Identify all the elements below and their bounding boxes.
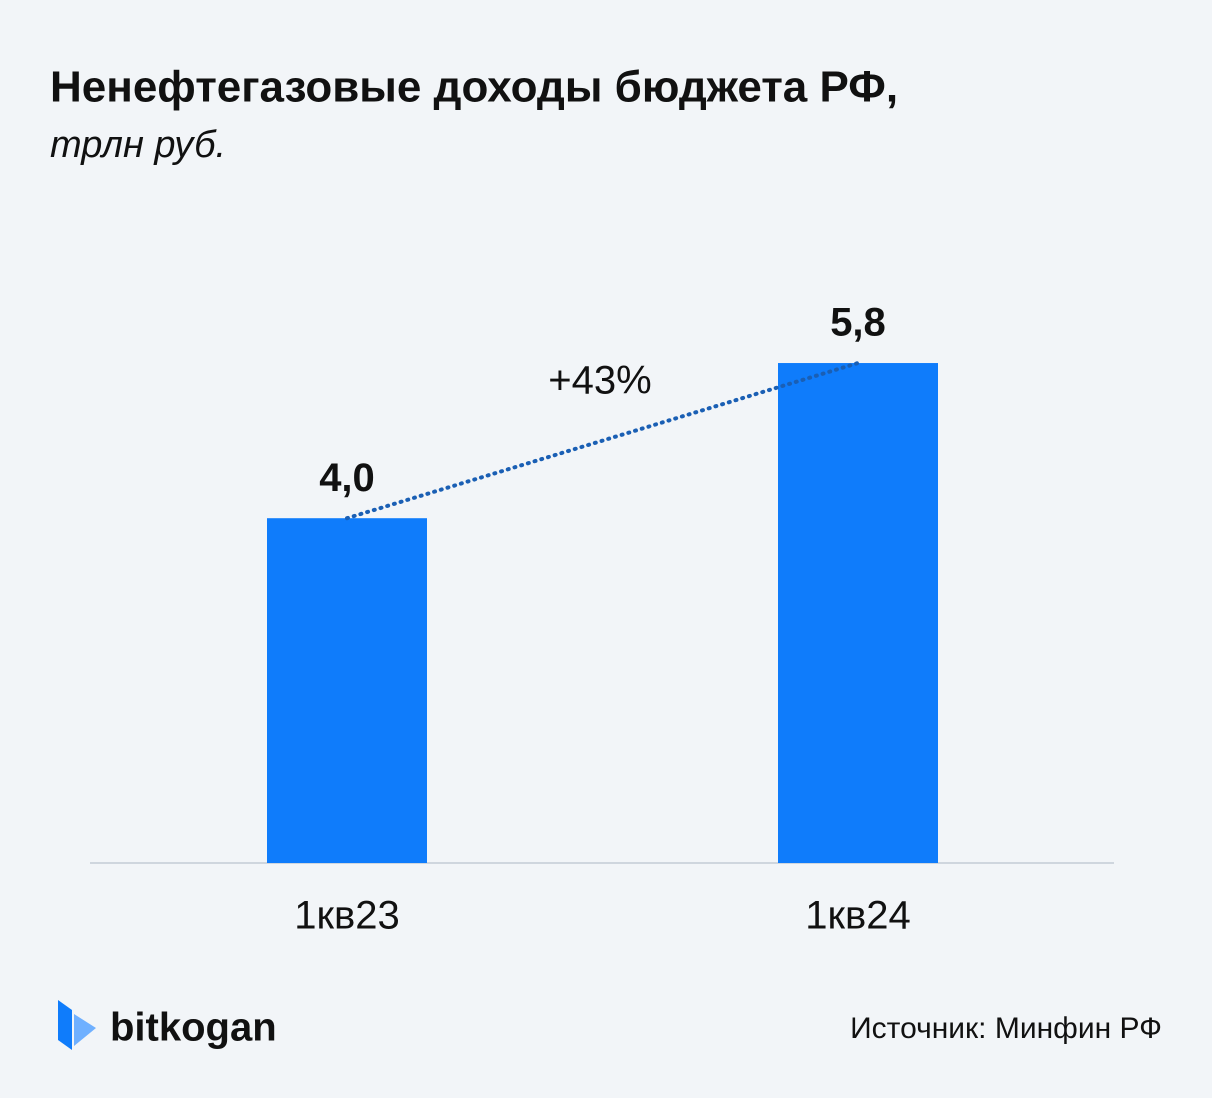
logo-icon	[74, 1014, 96, 1046]
logo-icon	[58, 1000, 72, 1050]
chart-subtitle: трлн руб.	[50, 124, 226, 166]
value-label: 5,8	[830, 301, 886, 345]
bar	[778, 363, 938, 863]
annotation: +43%	[548, 359, 651, 403]
trend-line	[345, 361, 860, 521]
chart-title: Ненефтегазовые доходы бюджета РФ,	[50, 63, 898, 112]
logo-text: bitkogan	[110, 1006, 277, 1050]
logo: bitkogan	[58, 1000, 277, 1050]
bar	[267, 518, 427, 863]
x-tick-label: 1кв23	[294, 894, 400, 938]
source: Источник: Минфин РФ	[850, 1012, 1162, 1045]
value-label: 4,0	[319, 456, 375, 500]
x-tick-label: 1кв24	[805, 894, 911, 938]
